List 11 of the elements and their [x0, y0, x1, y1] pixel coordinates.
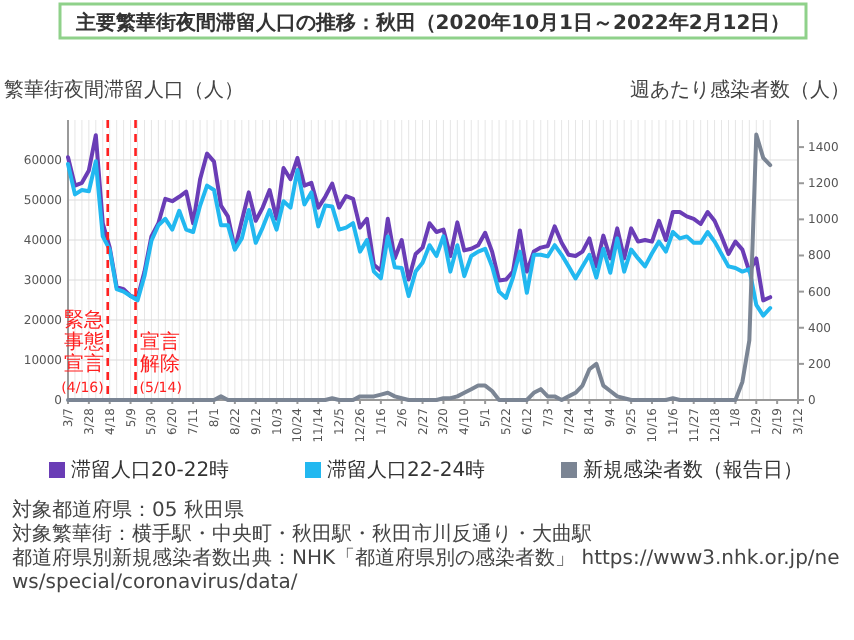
legend-label: 滞留人口22-24時 — [327, 458, 486, 482]
chart-title: 主要繁華街夜間滞留人口の推移：秋田（2020年10月1日～2022年2月12日） — [73, 11, 791, 35]
text: 都道府県別新規感染者数出典：NHK「都道府県別の感染者数」 https://www3.nhk.or.jp/news/special/coronavirus/data/ — [12, 548, 842, 596]
y2-axis-title: 週あたり感染者数（人） — [630, 78, 850, 102]
text: 対象都道府県：05 秋田県 — [12, 500, 246, 523]
text: 対象繁華街：横手駅・中央町・秋田駅・秋田市川反通り・大曲駅 — [12, 524, 594, 547]
y-axis-title: 繁華街夜間滞留人口（人） — [4, 78, 244, 102]
line-series — [66, 132, 773, 402]
legend-label: 新規感染者数（報告日） — [583, 458, 803, 482]
legend-label: 滞留人口20-22時 — [71, 458, 230, 482]
line-series — [66, 133, 773, 303]
